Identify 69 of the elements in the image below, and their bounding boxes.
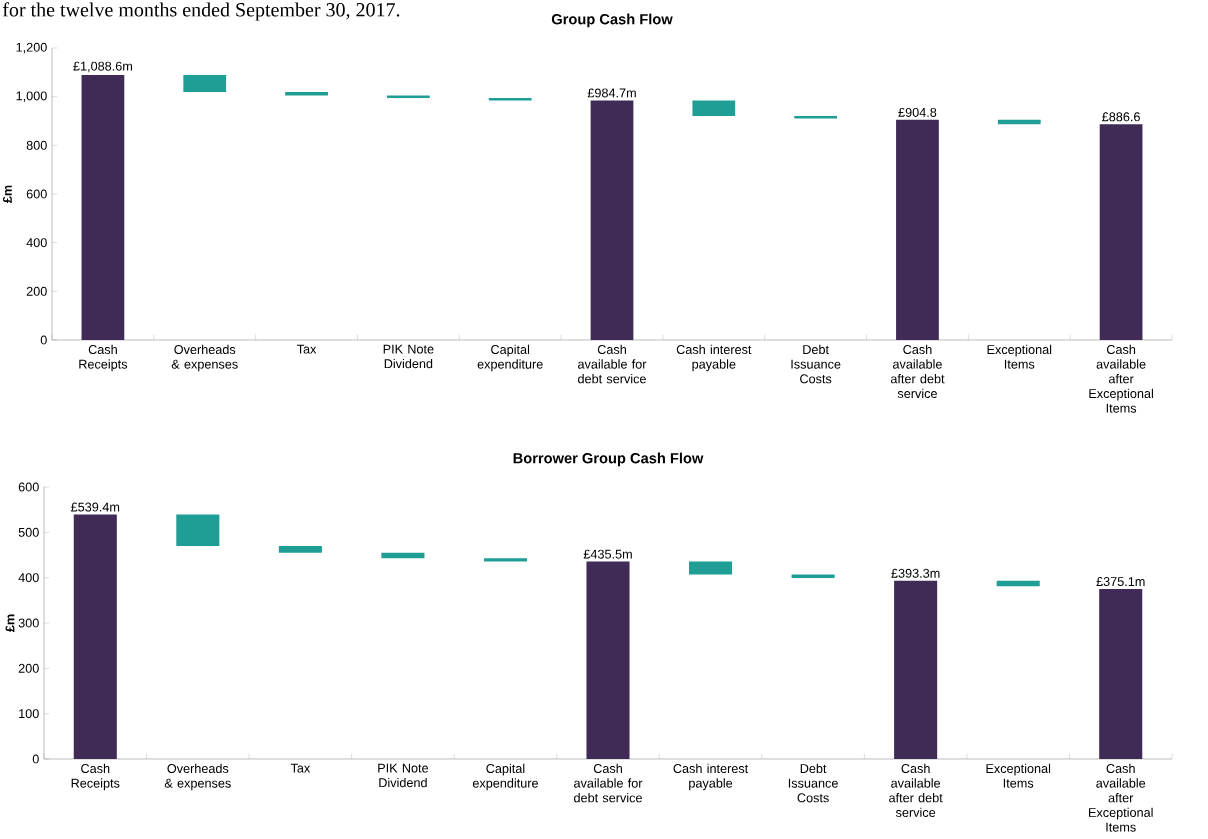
x-tick-label: Cash available after Exceptional Items <box>1089 344 1153 413</box>
x-tick-label: Debt Issuance Costs <box>788 763 838 803</box>
x-tick-label: Cash available for debt service <box>574 763 643 803</box>
bar <box>590 100 634 340</box>
data-label: £375.1m <box>1096 577 1145 587</box>
x-tick-label: Debt Issuance Costs <box>791 344 841 384</box>
x-tick-label: Cash Receipts <box>79 344 128 372</box>
x-tick-label: Exceptional Items <box>987 344 1052 369</box>
data-label: £904.8 <box>898 107 937 117</box>
y-tick-label: 600 <box>18 482 39 492</box>
x-tick-label: PIK Note Dividend <box>383 344 434 369</box>
chart-title: Group Cash Flow <box>551 13 673 28</box>
y-tick-label: 200 <box>18 663 39 673</box>
bar <box>278 545 322 553</box>
x-tick-label: Exceptional Items <box>986 763 1051 788</box>
data-label: £539.4m <box>70 502 120 512</box>
x-tick-label: Cash available after debt service <box>889 763 943 817</box>
x-tick-label: Cash Receipts <box>71 763 120 791</box>
bar <box>81 75 125 340</box>
data-label: £435.5m <box>583 549 632 559</box>
y-axis-title: £m <box>5 614 15 633</box>
y-tick-label: 1,000 <box>16 91 47 102</box>
y-tick-label: 400 <box>26 238 47 248</box>
y-tick-label: 500 <box>18 527 39 537</box>
bar <box>1099 588 1143 759</box>
y-tick-label: 100 <box>19 709 39 719</box>
x-tick-label: Cash available for debt service <box>578 344 647 384</box>
y-tick-label: 400 <box>18 573 39 583</box>
y-tick-label: 600 <box>26 189 47 199</box>
x-tick-label: Cash interest payable <box>676 344 752 372</box>
x-tick-label: PIK Note Dividend <box>378 763 429 788</box>
bar <box>386 95 430 99</box>
y-tick-label: 1,200 <box>16 42 47 54</box>
text: for the twelve months ended September 30, 2017. <box>2 2 400 21</box>
data-label: £886.6 <box>1102 112 1140 122</box>
y-tick-label: 800 <box>26 140 47 150</box>
chart-title: Borrower Group Cash Flow <box>513 452 704 467</box>
bar <box>73 514 117 759</box>
bar <box>176 514 220 546</box>
y-axis-title: £m <box>2 185 12 204</box>
data-label: £1,088.6m <box>73 61 133 73</box>
x-tick-label: Capital expenditure <box>477 344 543 372</box>
bar <box>381 552 425 559</box>
bar <box>692 100 736 117</box>
x-tick-label: Cash available after Exceptional Items <box>1089 763 1153 832</box>
x-tick-label: Tax <box>296 344 317 354</box>
data-label: £393.3m <box>891 568 940 578</box>
x-tick-label: Overheads & expenses <box>164 763 231 791</box>
bar <box>586 561 630 759</box>
data-label: £984.7m <box>587 88 636 98</box>
x-tick-label: Overheads & expenses <box>171 344 238 372</box>
bar <box>689 561 733 575</box>
x-tick-label: Capital expenditure <box>472 763 538 791</box>
y-tick-label: 200 <box>26 286 47 296</box>
bar <box>997 119 1041 125</box>
y-tick-label: 300 <box>18 618 39 628</box>
bar <box>894 580 938 759</box>
bar <box>183 75 227 93</box>
bar <box>483 558 527 562</box>
bar <box>996 580 1040 587</box>
bar <box>896 119 939 340</box>
bar <box>1099 124 1143 340</box>
x-tick-label: Cash available after debt service <box>890 344 945 398</box>
bar <box>794 116 838 119</box>
x-tick-label: Tax <box>290 763 311 773</box>
bar <box>791 574 835 579</box>
y-tick-label: 0 <box>40 335 47 345</box>
x-tick-label: Cash interest payable <box>673 763 749 791</box>
y-tick-label: 0 <box>32 754 39 764</box>
